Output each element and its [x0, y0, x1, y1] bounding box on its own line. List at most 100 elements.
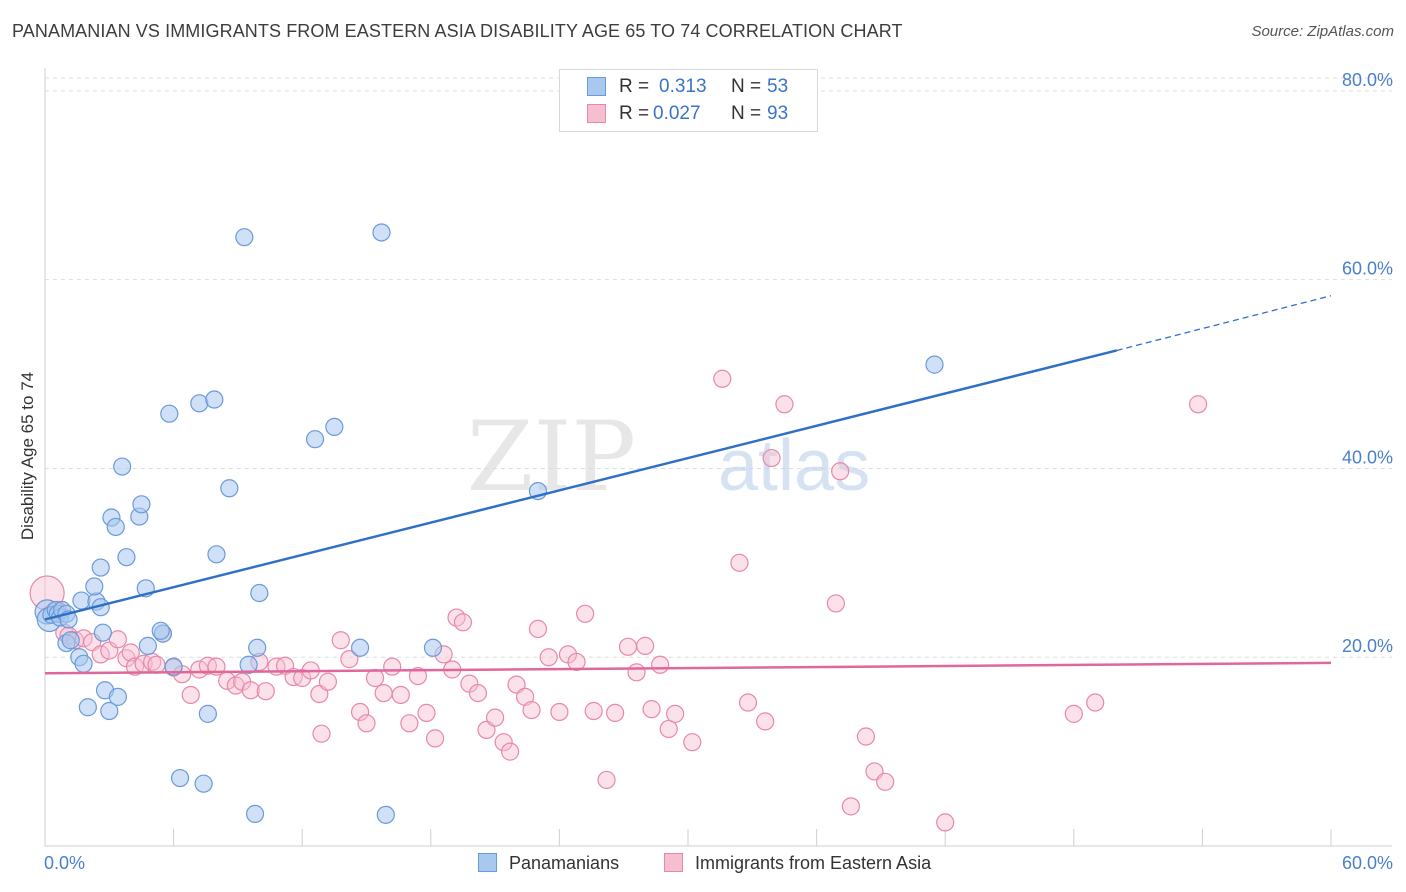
point-immigrants: [683, 733, 702, 752]
point-panamanians: [100, 701, 119, 721]
bottom-legend-label: Panamanians: [509, 853, 620, 873]
point-immigrants: [374, 683, 393, 703]
point-immigrants: [597, 770, 616, 790]
point-immigrants: [507, 675, 526, 694]
point-panamanians: [245, 804, 265, 824]
point-panamanians: [925, 355, 944, 374]
point-immigrants: [486, 708, 505, 727]
point-immigrants: [147, 655, 166, 674]
legend-swatch-pink: [587, 104, 606, 123]
point-immigrants: [468, 683, 488, 703]
point-panamanians: [85, 577, 104, 596]
point-panamanians: [132, 495, 151, 514]
point-immigrants: [775, 395, 794, 414]
point-panamanians: [190, 394, 209, 413]
legend-swatch-blue: [587, 77, 606, 96]
point-immigrants: [550, 702, 569, 722]
point-immigrants: [522, 700, 541, 720]
point-immigrants: [567, 652, 586, 672]
point-immigrants: [841, 797, 860, 816]
point-immigrants: [936, 813, 955, 832]
point-immigrants: [408, 666, 428, 686]
x-tick-label-max: 60.0%: [1342, 853, 1393, 873]
point-immigrants: [365, 668, 385, 688]
point-panamanians: [78, 698, 97, 717]
trend-lines: [44, 295, 1332, 675]
legend-r-value: 0.313: [659, 76, 707, 97]
point-panamanians: [106, 517, 125, 537]
point-immigrants: [876, 772, 895, 791]
point-immigrants: [241, 681, 260, 700]
point-panamanians: [239, 655, 258, 674]
point-immigrants: [331, 631, 350, 650]
point-immigrants: [91, 645, 110, 664]
point-immigrants: [400, 714, 419, 733]
point-panamanians: [160, 404, 179, 423]
point-immigrants: [312, 724, 331, 743]
correlation-legend: R = 0.313 N = 53 R = 0.027 N = 93: [559, 69, 818, 132]
axes: [44, 68, 1392, 847]
point-immigrants: [659, 719, 678, 739]
point-panamanians: [194, 774, 213, 793]
legend-n-value: 93: [767, 103, 789, 124]
point-panamanians: [113, 457, 132, 476]
legend-n-label: N =: [731, 76, 762, 97]
trend-line-panamanians: [44, 349, 1117, 621]
point-immigrants: [383, 657, 402, 676]
chart-title: PANAMANIAN VS IMMIGRANTS FROM EASTERN AS…: [12, 21, 903, 41]
point-immigrants: [539, 648, 558, 667]
point-panamanians: [350, 638, 370, 657]
point-panamanians: [376, 805, 395, 824]
point-immigrants: [528, 619, 548, 639]
legend-n-label: N =: [731, 103, 762, 124]
point-panamanians: [170, 768, 190, 788]
watermark: ZIP atlas: [467, 401, 870, 513]
x-tick-label-min: 0.0%: [44, 853, 85, 873]
y-tick-labels: 20.0% 40.0% 60.0% 80.0%: [1342, 70, 1393, 656]
point-panamanians: [91, 558, 110, 577]
point-immigrants: [713, 369, 732, 388]
point-immigrants: [121, 643, 140, 662]
point-immigrants: [831, 462, 850, 481]
point-immigrants: [350, 702, 370, 722]
point-immigrants: [636, 636, 655, 655]
point-immigrants: [425, 729, 445, 748]
point-immigrants: [494, 733, 513, 752]
point-immigrants: [181, 685, 200, 705]
y-axis-title: Disability Age 65 to 74: [18, 372, 37, 540]
series-panamanians: [34, 223, 944, 824]
point-immigrants: [627, 663, 646, 682]
point-immigrants: [453, 613, 473, 632]
point-immigrants: [1189, 395, 1208, 414]
legend-r-label: R =: [619, 103, 650, 124]
point-immigrants: [584, 701, 603, 721]
point-immigrants: [1064, 704, 1083, 723]
legend-n-value: 53: [767, 76, 789, 97]
gridlines: [45, 77, 1392, 658]
point-immigrants: [756, 712, 775, 731]
point-panamanians: [205, 390, 224, 409]
point-panamanians: [220, 479, 239, 498]
point-immigrants: [738, 693, 758, 712]
series-immigrants-eastern-asia: [29, 369, 1208, 832]
y-tick-label: 80.0%: [1342, 70, 1393, 90]
point-immigrants: [618, 637, 638, 656]
legend-r-label: R =: [619, 76, 650, 97]
bottom-legend-swatch-blue: [478, 853, 497, 872]
point-panamanians: [198, 704, 217, 723]
point-immigrants: [730, 553, 749, 572]
point-panamanians: [305, 430, 325, 449]
point-immigrants: [256, 682, 275, 701]
y-tick-label: 40.0%: [1342, 447, 1393, 467]
point-immigrants: [310, 684, 329, 704]
point-panamanians: [235, 228, 254, 247]
point-immigrants: [417, 703, 436, 723]
point-panamanians: [61, 631, 80, 650]
point-panamanians: [250, 583, 269, 603]
point-immigrants: [477, 720, 496, 740]
x-tick-labels: 0.0% 60.0%: [44, 853, 1393, 873]
point-immigrants: [606, 703, 625, 723]
point-panamanians: [248, 638, 267, 657]
point-immigrants: [651, 655, 670, 674]
